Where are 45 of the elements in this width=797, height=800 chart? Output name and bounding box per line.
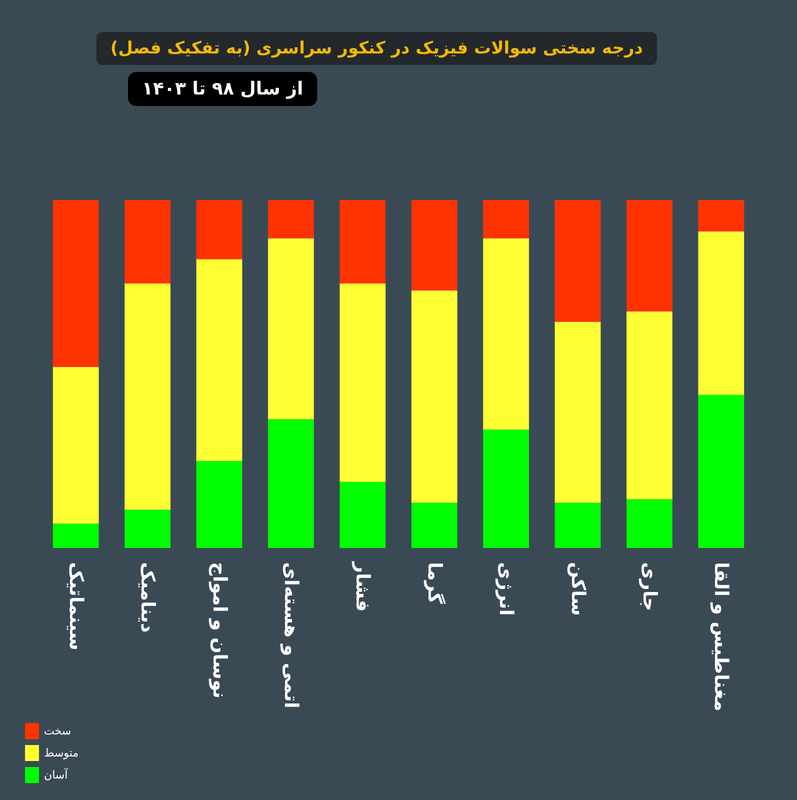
x-tick-label: مغناطیس و القا: [710, 562, 732, 712]
bar: [626, 499, 672, 548]
bar: [554, 200, 601, 322]
x-tick-label: دینامیک: [136, 562, 159, 633]
bar: [554, 502, 601, 548]
bar: [268, 419, 314, 548]
bar: [52, 524, 99, 548]
x-tick-label: فشار: [352, 561, 374, 612]
bar: [411, 200, 458, 290]
legend-label: آسان: [44, 768, 69, 782]
bar: [698, 394, 744, 548]
bar: [52, 367, 99, 524]
bar: [483, 200, 529, 238]
bar: [698, 200, 744, 232]
bar: [124, 510, 170, 548]
bar: [124, 200, 170, 284]
bar: [52, 200, 99, 368]
bar: [268, 200, 314, 238]
bar: [196, 461, 242, 548]
x-tick-label: جاری: [638, 562, 660, 612]
bar: [340, 200, 386, 284]
bar: [268, 238, 314, 420]
bar: [626, 200, 672, 312]
bar: [340, 284, 386, 482]
bar: [483, 430, 529, 548]
bar: [340, 482, 386, 548]
legend-label: سخت: [44, 724, 72, 738]
x-tick-label: نوسان و امواج: [208, 562, 230, 699]
legend-label: متوسط: [44, 746, 79, 760]
bar: [411, 502, 458, 548]
bar: [554, 322, 601, 503]
bar: [698, 231, 744, 395]
x-tick-label: انرژی: [495, 562, 518, 616]
bar: [124, 284, 170, 510]
chart-subtitle: از سال ۹۸ تا ۱۴۰۳: [142, 78, 304, 100]
x-tick-label: اتمی و هسته‌ای: [280, 562, 302, 708]
x-tick-label: گرما: [423, 562, 446, 605]
bar: [411, 290, 458, 503]
bar: [196, 259, 242, 461]
bar: [196, 200, 242, 260]
bar: [626, 311, 672, 500]
x-tick-label: سینماتیک: [64, 562, 87, 650]
chart-title: درجه سختی سوالات فیزیک در کنکور سراسری (به تفکیک فصل): [110, 38, 644, 58]
x-tick-label: ساکن: [566, 562, 589, 616]
bar: [483, 238, 529, 430]
